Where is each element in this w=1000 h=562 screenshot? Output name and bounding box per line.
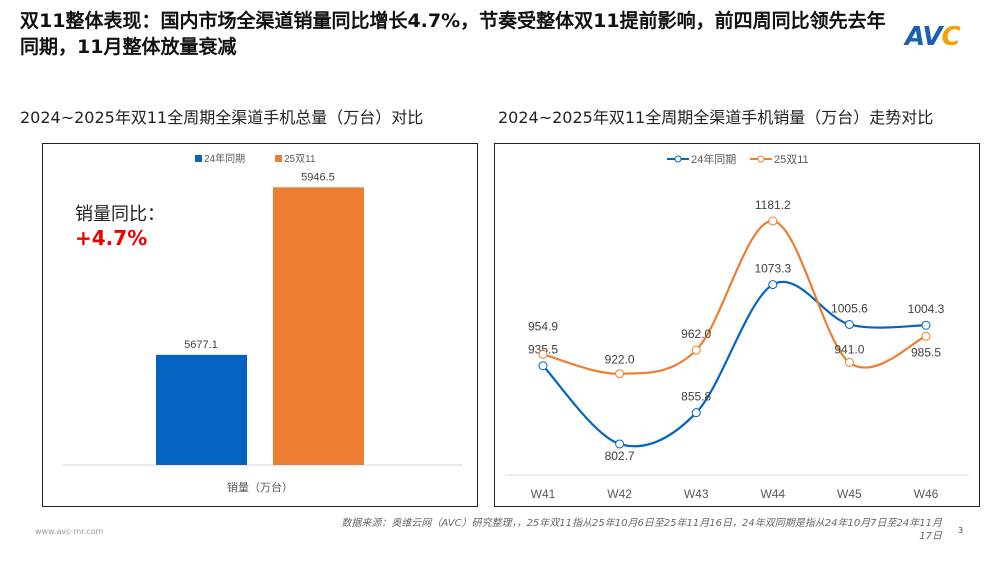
data-point: [691, 345, 701, 355]
legend-label: 24年同期: [691, 152, 736, 166]
data-label: 941.0: [834, 343, 864, 357]
series-line-0: [542, 280, 927, 448]
x-tick-label: W46: [914, 487, 939, 501]
data-label: 1181.2: [755, 198, 791, 212]
x-tick-label: W45: [837, 487, 862, 501]
line-chart-title: 2024~2025年双11全周期全渠道手机销量（万台）走势对比: [498, 108, 934, 127]
data-label: 1004.3: [908, 302, 945, 316]
data-point: [844, 358, 854, 368]
x-tick-label: W43: [684, 487, 709, 501]
data-point: [538, 349, 548, 359]
legend-label: 25双11: [774, 153, 809, 166]
legend-swatch: [195, 155, 202, 162]
source-note: 数据来源：奥维云网（AVC）研究整理，，25年双11指从25年10月6日至25年…: [341, 518, 942, 542]
data-label: 962.0: [681, 327, 711, 341]
series-line-1: [542, 219, 927, 375]
data-label: 5946.5: [301, 171, 335, 183]
bar-0: [156, 354, 247, 465]
data-point: [691, 408, 701, 418]
data-point: [921, 331, 931, 341]
data-label: 1005.6: [831, 301, 868, 315]
x-tick-label: 销量（万台）: [227, 480, 293, 494]
data-point: [615, 369, 625, 379]
legend-marker: [757, 155, 765, 163]
data-label: 935.5: [528, 343, 558, 357]
legend-label: 25双11: [284, 153, 316, 165]
data-point: [768, 280, 778, 290]
yoy-label: 销量同比：: [75, 204, 165, 225]
x-tick-label: W44: [760, 487, 785, 501]
data-label: 855.8: [681, 390, 711, 404]
bar-chart: 5677.1 24年同期 5946.5 25双11 销量（万台）: [63, 152, 463, 494]
bar-chart-panel: 5677.1 24年同期 5946.5 25双11 销量（万台）: [42, 143, 478, 507]
page-number: 3: [958, 526, 964, 535]
bar-chart-title: 2024~2025年双11全周期全渠道手机总量（万台）对比: [20, 108, 424, 127]
data-label: 1073.3: [754, 262, 791, 276]
line-chart-panel: W41 W42 W43 W44 W45 W46 935.5 802.7 855.8 1073.3 1…: [494, 143, 980, 507]
x-tick-label: W42: [607, 487, 632, 501]
page-title: 双11整体表现：国内市场全渠道销量同比增长4.7%，节奏受整体双11提前影响，前…: [20, 10, 886, 58]
data-label: 802.7: [605, 449, 635, 463]
data-label: 922.0: [605, 353, 635, 367]
data-point: [538, 361, 548, 371]
bar-1: [273, 187, 364, 465]
data-point: [844, 319, 854, 329]
avc-logo: AVC: [905, 22, 961, 52]
data-point: [921, 320, 931, 330]
data-label: 5677.1: [184, 339, 218, 351]
legend-swatch: [275, 155, 282, 162]
legend-marker: [674, 155, 682, 163]
data-point: [768, 216, 778, 226]
x-tick-label: W41: [531, 487, 556, 501]
legend-label: 24年同期: [204, 152, 245, 165]
website: www.avc-mr.com: [35, 527, 104, 536]
yoy-value: +4.7%: [75, 226, 148, 250]
data-label: 985.5: [911, 345, 941, 359]
line-chart: W41 W42 W43 W44 W45 W46 935.5 802.7 855.8 1073.3 1…: [505, 152, 969, 501]
data-label: 954.9: [528, 319, 558, 333]
data-point: [615, 439, 625, 449]
